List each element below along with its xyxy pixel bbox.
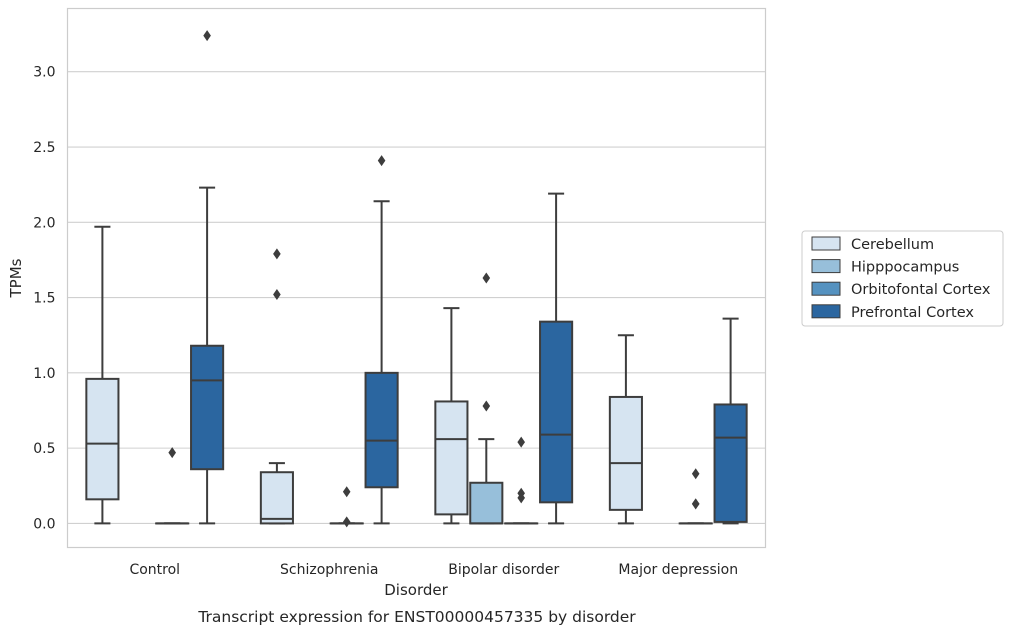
outlier-point [343,486,351,497]
box-iqr [610,397,642,510]
box-iqr [261,472,293,523]
box-prefrontal-cortex [540,194,572,524]
legend-label: Cerebellum [851,237,934,253]
x-axis-label: Disorder [384,581,448,599]
outlier-point [203,30,211,41]
outlier-point [273,248,281,259]
box-iqr [435,401,467,514]
box-hipppocampus [470,273,502,524]
x-tick-label: Control [129,562,180,578]
box-iqr [86,379,118,499]
outlier-point [483,400,491,411]
box-cerebellum [86,227,118,524]
box-prefrontal-cortex [366,155,398,523]
plot-frame [68,9,766,548]
box-iqr [191,346,223,469]
outlier-point [483,273,491,284]
box-orbitofontal-cortex [680,468,712,523]
box-orbitofontal-cortex [331,486,363,527]
y-tick-label: 0.5 [33,441,55,457]
y-tick-label: 2.5 [33,140,55,156]
y-axis-label: TPMs [7,258,25,298]
legend-label: Orbitofontal Cortex [851,282,991,298]
box-iqr [540,322,572,503]
box-cerebellum [435,308,467,523]
x-tick-label: Schizophrenia [280,562,378,578]
box-orbitofontal-cortex [156,447,188,523]
outlier-point [343,516,351,527]
x-tick-label: Bipolar disorder [448,562,559,578]
legend-swatch [812,305,840,318]
box-iqr [366,373,398,487]
outlier-point [168,447,176,458]
legend-label: Prefrontal Cortex [851,305,974,321]
legend-label: Hipppocampus [851,260,959,276]
y-tick-label: 0.0 [33,516,55,532]
box-iqr [715,404,747,521]
y-tick-label: 1.0 [33,366,55,382]
y-tick-label: 3.0 [33,65,55,81]
box-cerebellum [610,335,642,523]
outlier-point [517,437,525,448]
box-prefrontal-cortex [191,30,223,523]
box-prefrontal-cortex [715,319,747,524]
box-cerebellum [261,248,293,523]
figure-caption: Transcript expression for ENST0000045733… [197,608,636,626]
outlier-point [692,468,700,479]
box-iqr [470,483,502,524]
legend-swatch [812,237,840,250]
outlier-point [692,498,700,509]
legend-swatch [812,282,840,295]
y-tick-label: 2.0 [33,215,55,231]
y-tick-label: 1.5 [33,291,55,307]
outlier-point [378,155,386,166]
legend: Cerebellum Hipppocampus Orbitofontal Corte… [802,231,1003,326]
x-tick-label: Major depression [618,562,738,578]
box-orbitofontal-cortex [505,437,537,524]
outlier-point [273,289,281,300]
legend-swatch [812,260,840,273]
